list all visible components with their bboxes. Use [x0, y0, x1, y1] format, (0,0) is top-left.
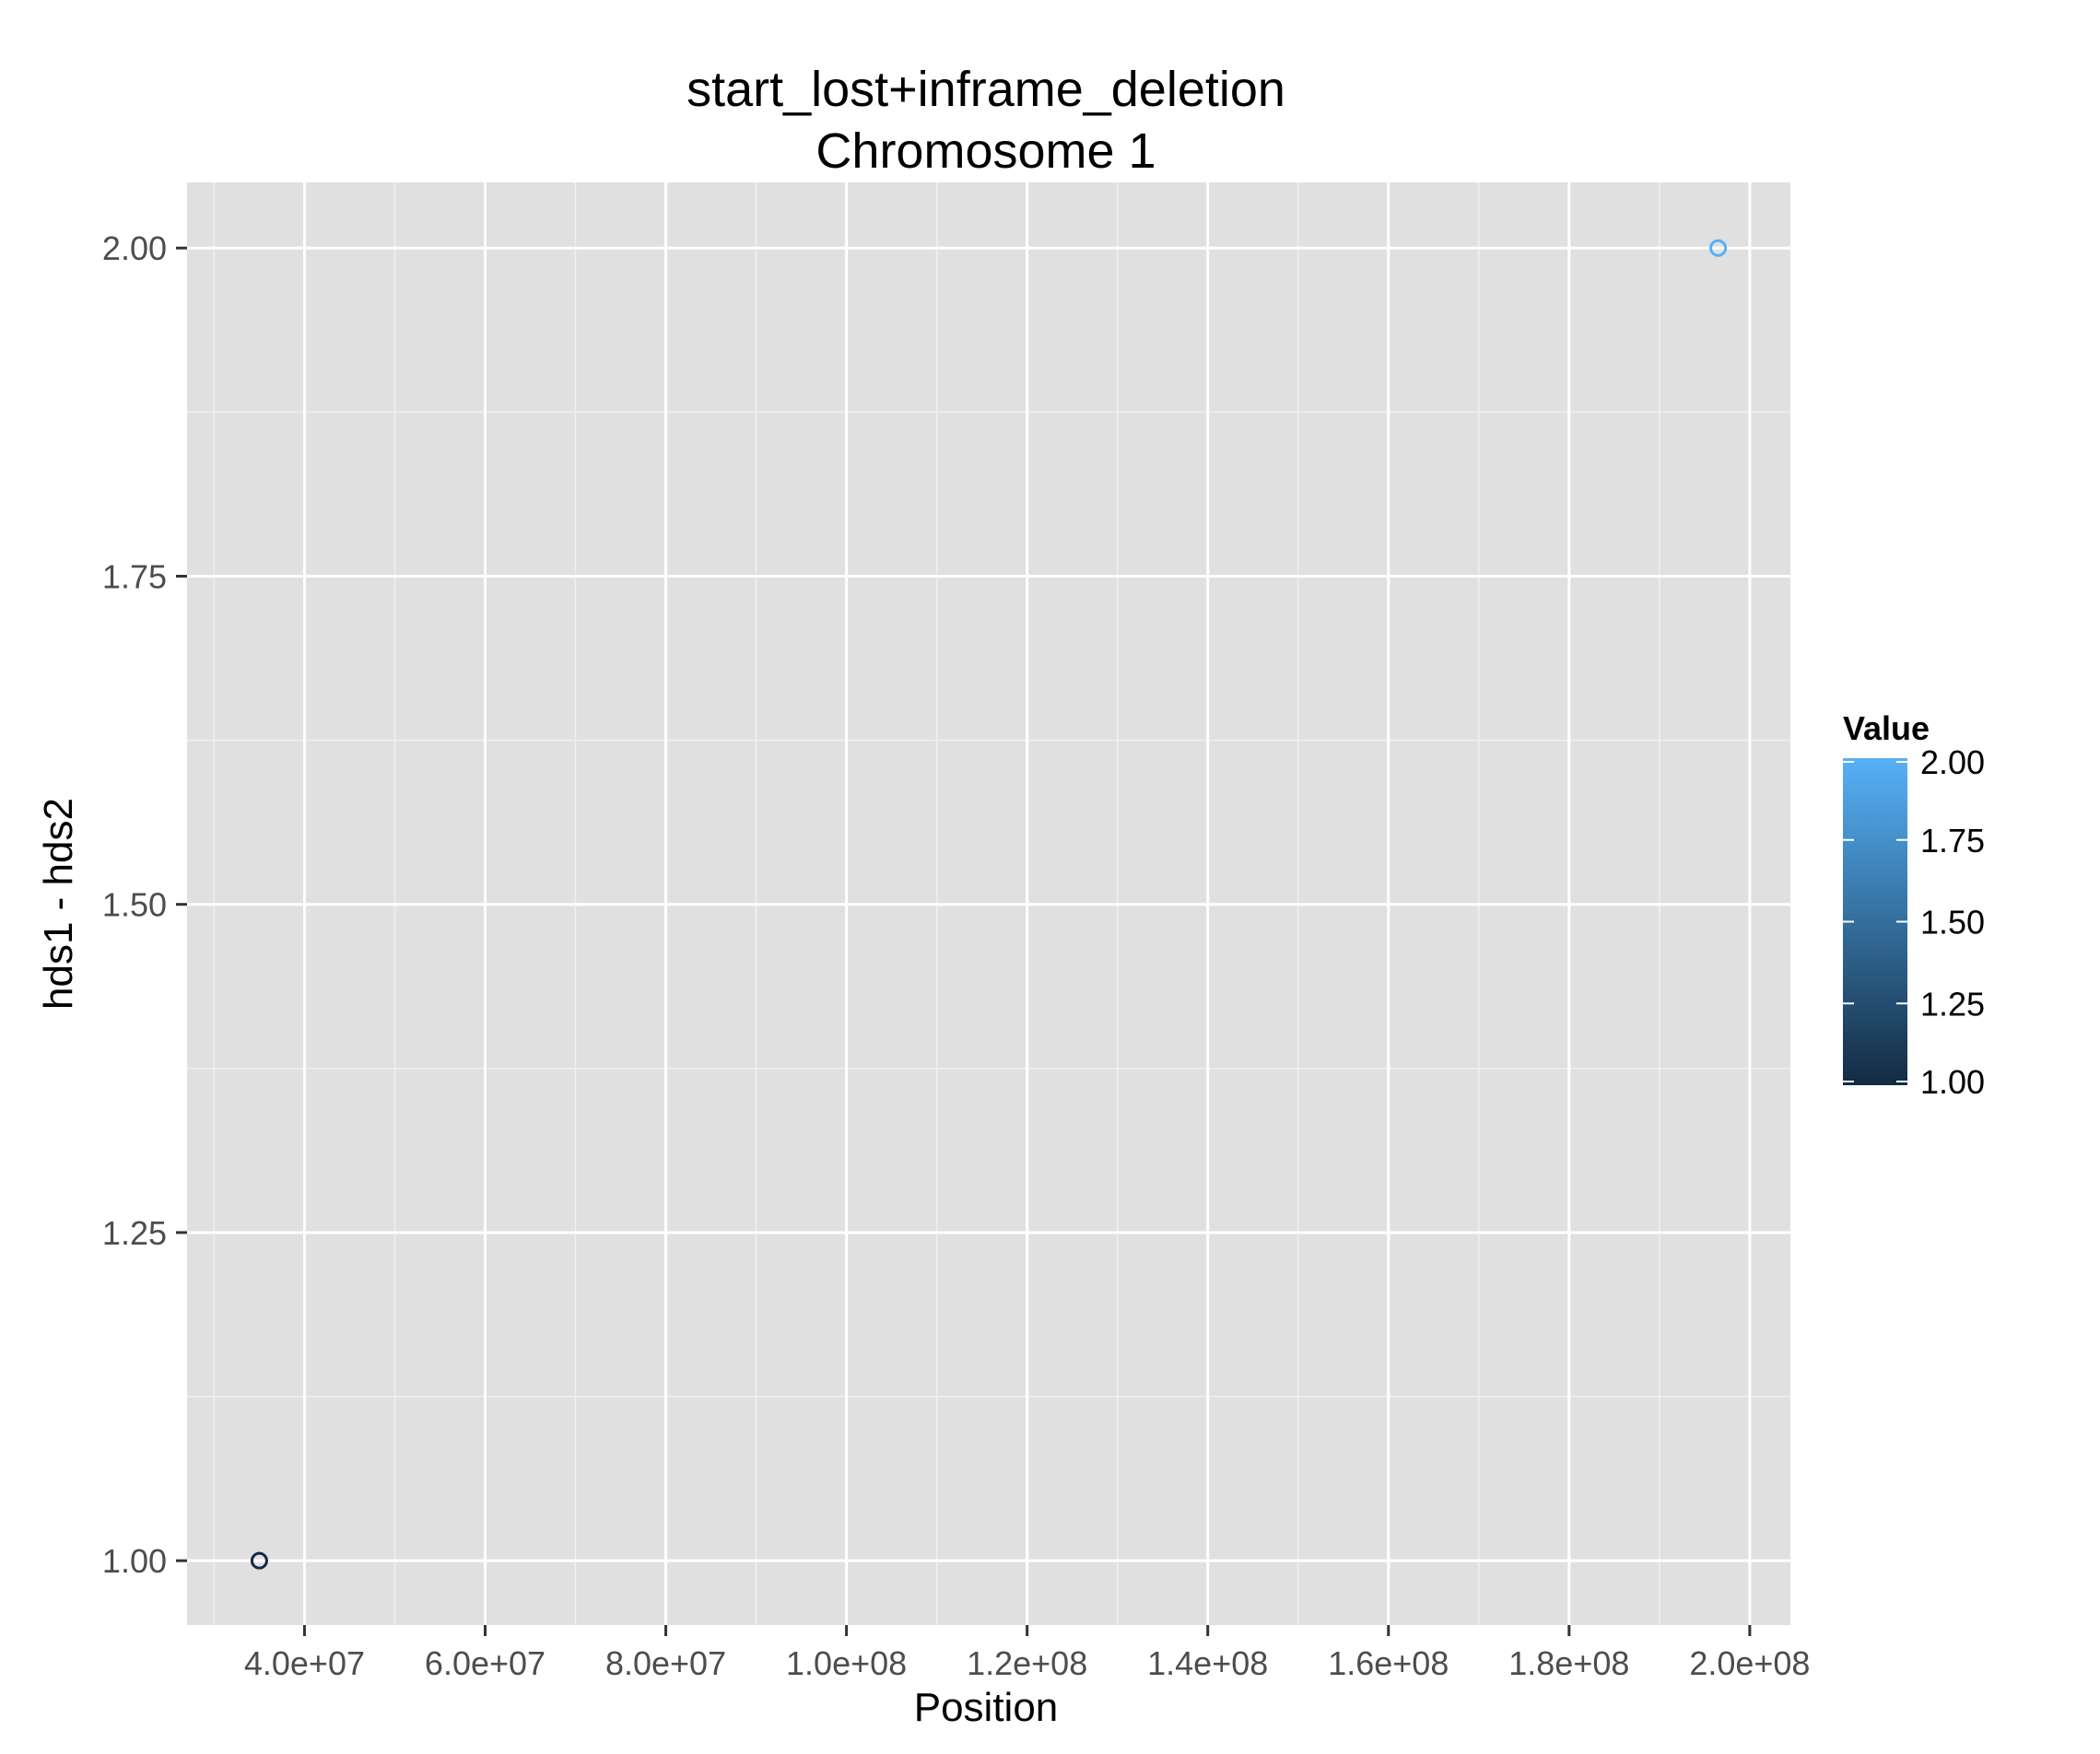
- data-points: [250, 239, 1728, 1570]
- legend-tick-label: 1.50: [1920, 904, 1985, 941]
- axes: 4.0e+07 6.0e+07 8.0e+07 1.0e+08 1.2e+08 1.4e+…: [102, 229, 1811, 1682]
- legend-title: Value: [1843, 709, 1930, 747]
- x-tick-label: 4.0e+07: [244, 1644, 365, 1682]
- legend-tick-label: 1.25: [1920, 985, 1985, 1023]
- y-tick-label: 1.25: [102, 1214, 167, 1252]
- x-tick-label: 1.0e+08: [786, 1644, 907, 1682]
- x-tick-label: 1.4e+08: [1147, 1644, 1268, 1682]
- x-tick-label: 8.0e+07: [605, 1644, 726, 1682]
- data-point: [1709, 239, 1728, 257]
- y-tick-label: 1.50: [102, 886, 167, 924]
- x-tick-label: 1.8e+08: [1508, 1644, 1629, 1682]
- chart-title: start_lost+inframe_deletion: [686, 62, 1285, 117]
- legend-tick-label: 1.00: [1920, 1063, 1985, 1101]
- x-axis-label: Position: [914, 1685, 1059, 1730]
- data-point: [250, 1551, 268, 1570]
- legend-tick-label: 2.00: [1920, 743, 1985, 781]
- x-tick-label: 2.0e+08: [1689, 1644, 1810, 1682]
- x-tick-label: 1.6e+08: [1328, 1644, 1449, 1682]
- x-tick-label: 1.2e+08: [967, 1644, 1087, 1682]
- x-tick-label: 6.0e+07: [425, 1644, 546, 1682]
- color-legend: Value 1.00 1.25 1.50 1.75 2.00: [1843, 709, 1985, 1101]
- y-tick-label: 1.75: [102, 557, 167, 595]
- y-tick-label: 2.00: [102, 229, 167, 267]
- grid-lines: [187, 182, 1790, 1625]
- legend-tick-label: 1.75: [1920, 822, 1985, 859]
- y-tick-label: 1.00: [102, 1542, 167, 1580]
- y-axis-label: hds1 - hds2: [36, 798, 81, 1010]
- chart-subtitle: Chromosome 1: [815, 123, 1156, 179]
